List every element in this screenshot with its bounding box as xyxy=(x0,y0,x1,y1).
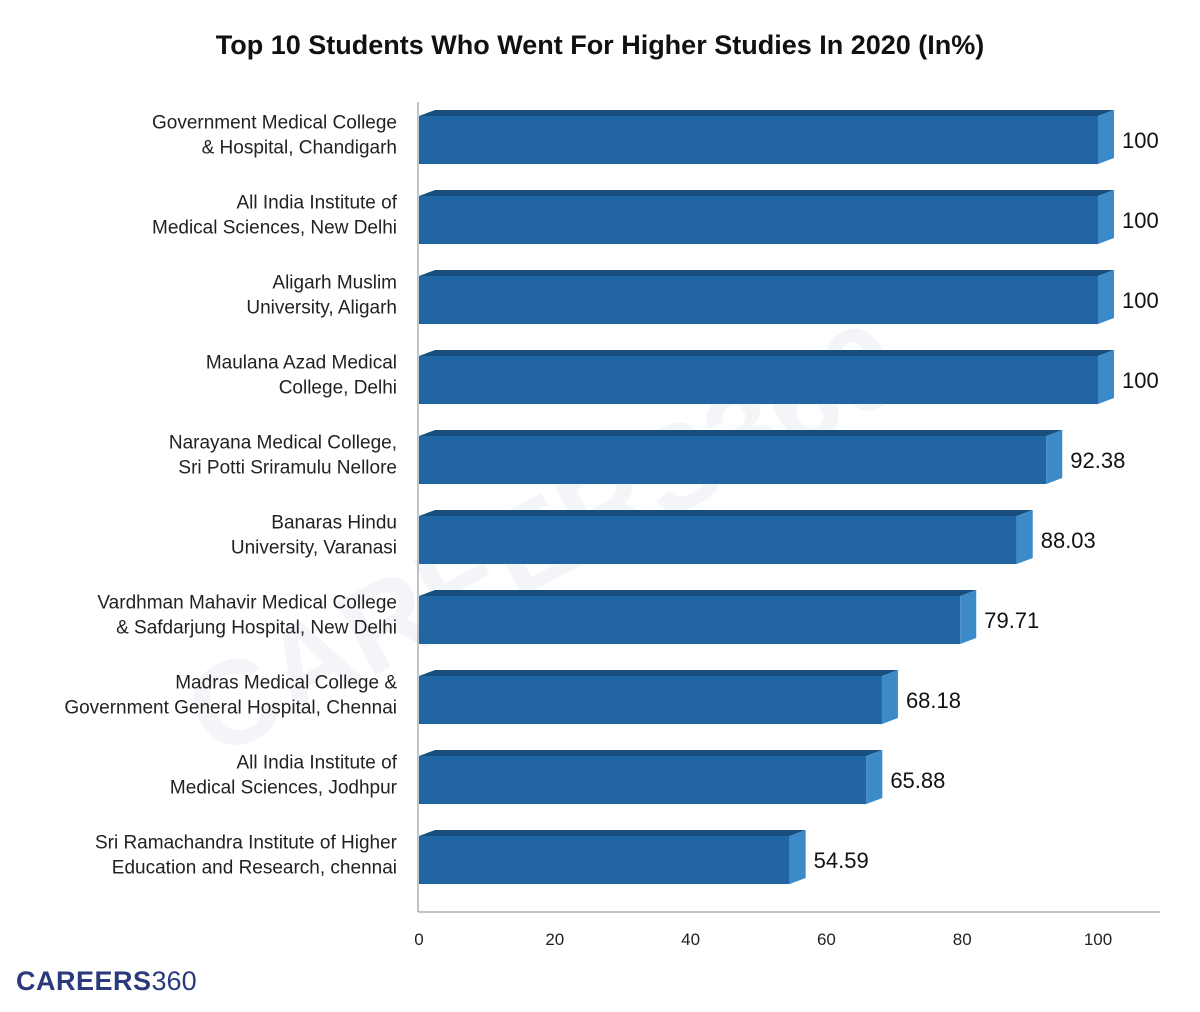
category-label: Vardhman Mahavir Medical College xyxy=(97,593,397,614)
x-tick-label: 40 xyxy=(681,930,700,949)
logo-text-bold: CAREERS xyxy=(16,966,152,996)
category-label: Medical Sciences, New Delhi xyxy=(152,218,397,239)
value-label: 65.88 xyxy=(890,768,945,793)
bar-side-face xyxy=(1098,270,1114,324)
category-label: University, Varanasi xyxy=(231,538,397,559)
category-label: University, Aligarh xyxy=(246,298,397,319)
bar-top-face xyxy=(419,350,1114,356)
category-label: Government Medical College xyxy=(152,113,397,134)
chart-title: Top 10 Students Who Went For Higher Stud… xyxy=(215,30,985,60)
category-label: Education and Research, chennai xyxy=(112,858,397,879)
value-label: 100 xyxy=(1122,128,1159,153)
bar xyxy=(419,196,1098,244)
bar-side-face xyxy=(866,750,883,804)
bar-top-face xyxy=(419,750,883,756)
category-label: & Hospital, Chandigarh xyxy=(202,138,397,159)
bar xyxy=(419,356,1098,404)
x-tick-label: 100 xyxy=(1084,930,1112,949)
logo-text-number: 360 xyxy=(151,966,197,996)
category-label: Maulana Azad Medical xyxy=(206,353,397,374)
bar-side-face xyxy=(789,830,806,884)
category-label: Banaras Hindu xyxy=(271,513,397,534)
x-tick-label: 80 xyxy=(953,930,972,949)
bar xyxy=(419,116,1098,164)
bar-side-face xyxy=(881,670,898,724)
value-label: 92.38 xyxy=(1070,448,1125,473)
bar xyxy=(419,516,1017,564)
bar-side-face xyxy=(1098,110,1114,164)
bar-side-face xyxy=(1046,430,1063,484)
careers360-logo: CAREERS360 xyxy=(16,966,197,997)
bar-top-face xyxy=(419,110,1114,116)
x-tick-label: 0 xyxy=(414,930,423,949)
bar-top-face xyxy=(419,430,1063,436)
bar xyxy=(419,276,1098,324)
value-label: 100 xyxy=(1122,288,1159,313)
category-label: All India Institute of xyxy=(236,193,397,214)
category-label: College, Delhi xyxy=(279,378,397,399)
value-label: 100 xyxy=(1122,208,1159,233)
category-label: Narayana Medical College, xyxy=(169,433,397,454)
bar xyxy=(419,436,1047,484)
category-label: Government General Hospital, Chennai xyxy=(64,698,397,719)
x-tick-label: 20 xyxy=(545,930,564,949)
value-label: 100 xyxy=(1122,368,1159,393)
bar-top-face xyxy=(419,830,806,836)
category-label: & Safdarjung Hospital, New Delhi xyxy=(116,618,397,639)
bar xyxy=(419,756,867,804)
value-label: 68.18 xyxy=(906,688,961,713)
category-label: Sri Ramachandra Institute of Higher xyxy=(95,833,398,854)
bar xyxy=(419,676,882,724)
bar-top-face xyxy=(419,590,977,596)
bar-top-face xyxy=(419,670,898,676)
category-label: Madras Medical College & xyxy=(175,673,397,694)
value-label: 79.71 xyxy=(984,608,1039,633)
category-label: All India Institute of xyxy=(236,753,397,774)
value-label: 88.03 xyxy=(1041,528,1096,553)
bar-side-face xyxy=(1098,350,1114,404)
bar-side-face xyxy=(1016,510,1033,564)
bar xyxy=(419,596,961,644)
bar-top-face xyxy=(419,510,1033,516)
bar-side-face xyxy=(1098,190,1114,244)
value-label: 54.59 xyxy=(814,848,869,873)
x-tick-label: 60 xyxy=(817,930,836,949)
bar xyxy=(419,836,790,884)
category-label: Medical Sciences, Jodhpur xyxy=(170,778,398,799)
category-label: Aligarh Muslim xyxy=(272,273,397,294)
category-label: Sri Potti Sriramulu Nellore xyxy=(178,458,397,479)
bar-top-face xyxy=(419,190,1114,196)
bar-top-face xyxy=(419,270,1114,276)
bar-side-face xyxy=(960,590,977,644)
